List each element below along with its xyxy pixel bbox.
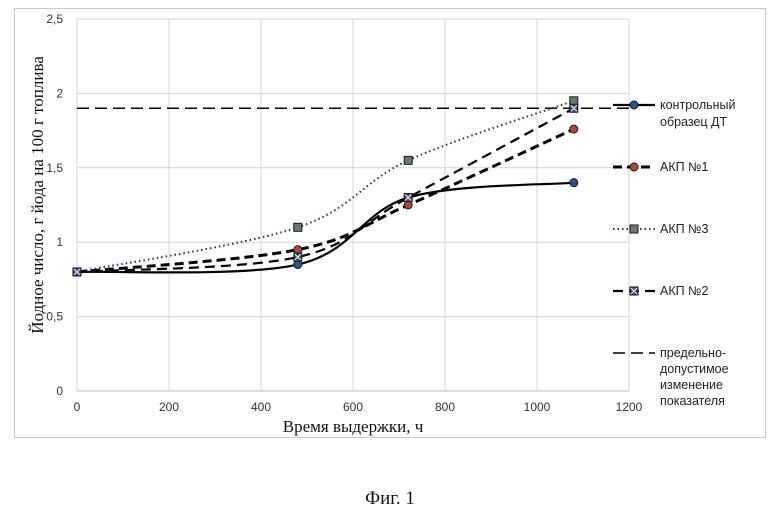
legend-item: АКП №1 [613,160,708,174]
series-markers [72,96,579,277]
data-point [403,200,413,210]
legend-item: АКП №2 [613,284,708,298]
x-tick-label: 800 [435,400,455,414]
y-axis-label: Йодное число, г йода на 100 г топлива [28,56,47,334]
series-line-3 [76,107,575,274]
data-point [629,100,639,110]
x-tick-label: 400 [251,400,271,414]
y-tick-label: 2 [56,86,63,100]
data-point [293,245,303,255]
data-point [569,178,579,188]
legend-label: контрольный [660,98,736,112]
x-tick-label: 1000 [524,400,551,414]
x-axis-label: Время выдержки, ч [283,417,424,436]
x-tick-label: 600 [343,400,363,414]
data-point [293,222,303,232]
data-point [569,103,579,113]
chart-frame: 0 200 400 600 800 1000 1200 0 0,5 1 1,5 2 2,5 контро… [14,8,766,438]
legend-item: предельно-допустимое изменение показателя [613,346,729,408]
y-tick-label: 1 [56,235,63,249]
legend-label: образец ДТ [660,115,728,129]
series-line-2 [76,99,575,273]
y-tick-label: 2,5 [46,12,63,26]
x-tick-label: 1200 [616,400,643,414]
line-chart: 0 200 400 600 800 1000 1200 0 0,5 1 1,5 2 2,5 контро… [28,12,736,436]
data-point [293,260,303,270]
legend-label: АКП №1 [660,160,708,174]
y-tick-label: 1,5 [46,161,63,175]
data-point [629,162,639,172]
grid [76,18,630,392]
y-tick-label: 0,5 [46,310,63,324]
legend-label: допустимое [660,362,729,376]
tick-labels: 0 200 400 600 800 1000 1200 0 0,5 1 1,5 2 2,5 [46,12,642,414]
x-tick-label: 0 [74,400,81,414]
data-point [403,155,413,165]
figure-caption: Фиг. 1 [365,488,415,509]
series-line-0 [76,181,574,274]
data-point [629,224,639,234]
data-point [629,286,639,296]
data-point [569,124,579,134]
y-tick-label: 0 [56,384,63,398]
series-lines [76,99,575,274]
legend-label: изменение [660,378,723,392]
legend-label: АКП №3 [660,222,708,236]
data-point [72,267,82,277]
legend: контрольный образец ДТ АКП №1 АКП №3 АКП №2 п… [613,98,736,408]
legend-label: АКП №2 [660,284,708,298]
legend-item: контрольный образец ДТ [613,98,736,129]
series-line-1 [76,127,575,274]
legend-label: предельно- [660,346,726,360]
legend-label: показателя [660,394,725,408]
legend-item: АКП №3 [613,222,708,236]
data-point [403,193,413,203]
data-point [569,96,579,106]
data-point [293,252,303,262]
x-tick-label: 200 [159,400,179,414]
